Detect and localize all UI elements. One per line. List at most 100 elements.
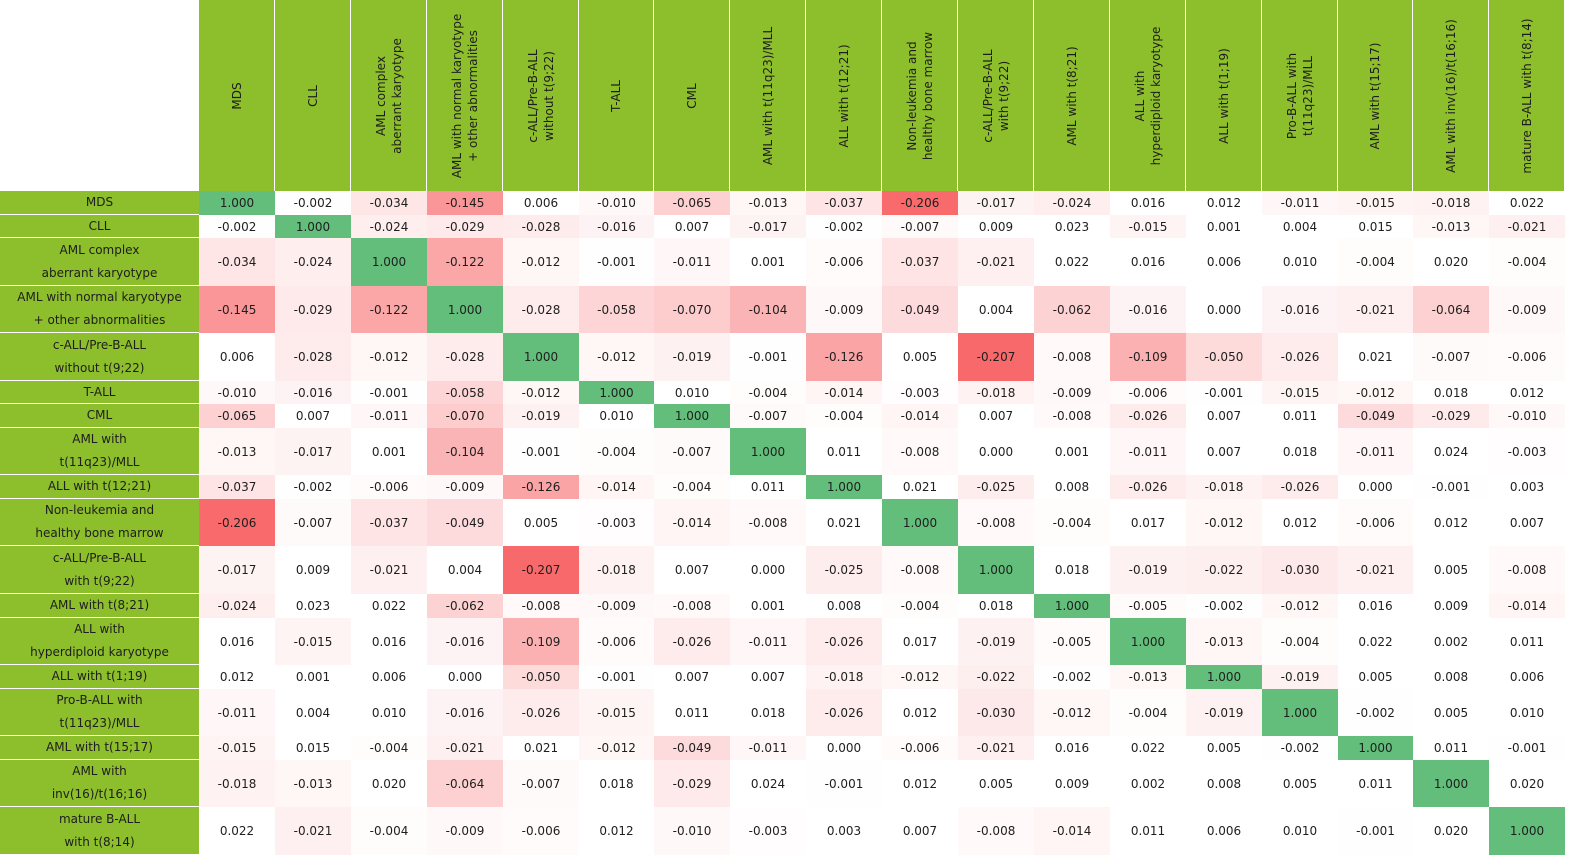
col-label: MDS	[229, 82, 245, 109]
cell-r2-c9: -0.037	[882, 238, 958, 286]
cell-r10-c0: -0.017	[199, 546, 275, 594]
cell-r9-c7: -0.008	[730, 499, 806, 546]
cell-r13-c5: -0.001	[579, 665, 654, 689]
col-label-line: AML with inv(16)/t(16;16)	[1443, 18, 1458, 173]
row-label: CLL	[89, 215, 111, 237]
cell-r15-c14: -0.002	[1262, 736, 1338, 760]
cell-r0-c1: -0.002	[275, 191, 351, 215]
cell-r9-c3: -0.049	[427, 499, 503, 546]
cell-r2-c12: 0.016	[1110, 238, 1186, 286]
row-label: CML	[87, 404, 112, 427]
cell-r11-c10: 0.018	[958, 594, 1034, 618]
row-label-line: Non-leukemia and	[44, 503, 155, 517]
cell-r1-c16: -0.013	[1413, 215, 1489, 238]
row-header-16: AML with inv(16)/t(16;16)	[0, 760, 199, 807]
cell-r3-c13: 0.000	[1186, 286, 1262, 333]
cell-r5-c3: -0.058	[427, 381, 503, 404]
cell-r5-c1: -0.016	[275, 381, 351, 404]
cell-r12-c15: 0.022	[1338, 618, 1413, 665]
row-label-line: AML with	[72, 764, 127, 778]
cell-r9-c12: 0.017	[1110, 499, 1186, 546]
cell-r9-c15: -0.006	[1338, 499, 1413, 546]
cell-r13-c8: -0.018	[806, 665, 882, 689]
cell-r1-c17: -0.021	[1489, 215, 1565, 238]
col-header-4: c-ALL/Pre-B-ALL without t(9;22)	[503, 0, 579, 191]
cell-r6-c16: -0.029	[1413, 404, 1489, 428]
cell-r5-c16: 0.018	[1413, 381, 1489, 404]
cell-r11-c17: -0.014	[1489, 594, 1565, 618]
cell-r13-c12: -0.013	[1110, 665, 1186, 689]
col-label-line: mature B-ALL with t(8;14)	[1519, 17, 1534, 174]
cell-r11-c9: -0.004	[882, 594, 958, 618]
row-label: MDS	[86, 191, 113, 214]
col-label: AML with inv(16)/t(16;16)	[1443, 19, 1459, 173]
cell-r10-c1: 0.009	[275, 546, 351, 594]
col-header-3: AML with normal karyotype + other abnorma…	[427, 0, 503, 191]
cell-r14-c5: -0.015	[579, 689, 654, 736]
cell-r8-c10: -0.025	[958, 475, 1034, 499]
cell-r7-c4: -0.001	[503, 428, 579, 475]
cell-r15-c1: 0.015	[275, 736, 351, 760]
col-label-line: AML complex	[373, 55, 388, 136]
cell-r16-c12: 0.002	[1110, 760, 1186, 807]
cell-r4-c8: -0.126	[806, 333, 882, 381]
col-label-line: c-ALL/Pre-B-ALL	[980, 48, 995, 143]
cell-r15-c0: -0.015	[199, 736, 275, 760]
cell-r1-c10: 0.009	[958, 215, 1034, 238]
cell-r2-c8: -0.006	[806, 238, 882, 286]
cell-r4-c6: -0.019	[654, 333, 730, 381]
cell-r8-c8: 1.000	[806, 475, 882, 499]
cell-r6-c13: 0.007	[1186, 404, 1262, 428]
cell-r0-c12: 0.016	[1110, 191, 1186, 215]
row-label-line: mature B-ALL	[58, 811, 141, 826]
cell-r4-c12: -0.109	[1110, 333, 1186, 381]
cell-r9-c16: 0.012	[1413, 499, 1489, 546]
cell-r3-c8: -0.009	[806, 286, 882, 333]
row-label-line: t(11q23)/MLL	[59, 716, 140, 730]
cell-r15-c11: 0.016	[1034, 736, 1110, 760]
cell-r16-c1: -0.013	[275, 760, 351, 807]
col-label: AML complex aberrant karyotype	[373, 38, 405, 154]
cell-r14-c6: 0.011	[654, 689, 730, 736]
cell-r7-c1: -0.017	[275, 428, 351, 475]
cell-r16-c3: -0.064	[427, 760, 503, 807]
cell-r17-c12: 0.011	[1110, 807, 1186, 855]
cell-r6-c14: 0.011	[1262, 404, 1338, 428]
cell-r8-c7: 0.011	[730, 475, 806, 499]
cell-r12-c6: -0.026	[654, 618, 730, 665]
row-label-line: ALL with t(12;21)	[47, 479, 152, 493]
cell-r16-c11: 0.009	[1034, 760, 1110, 807]
cell-r0-c14: -0.011	[1262, 191, 1338, 215]
cell-r17-c2: -0.004	[351, 807, 427, 855]
cell-r4-c14: -0.026	[1262, 333, 1338, 381]
row-label: Pro-B-ALL with t(11q23)/MLL	[56, 689, 142, 735]
cell-r6-c17: -0.010	[1489, 404, 1565, 428]
cell-r7-c7: 1.000	[730, 428, 806, 475]
cell-r13-c3: 0.000	[427, 665, 503, 689]
cell-r1-c6: 0.007	[654, 215, 730, 238]
cell-r17-c4: -0.006	[503, 807, 579, 855]
cell-r15-c2: -0.004	[351, 736, 427, 760]
cell-r8-c1: -0.002	[275, 475, 351, 499]
cell-r10-c8: -0.025	[806, 546, 882, 594]
cell-r6-c7: -0.007	[730, 404, 806, 428]
cell-r3-c17: -0.009	[1489, 286, 1565, 333]
cell-r12-c10: -0.019	[958, 618, 1034, 665]
cell-r3-c0: -0.145	[199, 286, 275, 333]
cell-r12-c12: 1.000	[1110, 618, 1186, 665]
cell-r17-c13: 0.006	[1186, 807, 1262, 855]
row-label-line: without t(9;22)	[54, 360, 145, 375]
cell-r12-c17: 0.011	[1489, 618, 1565, 665]
row-header-10: c-ALL/Pre-B-ALL with t(9;22)	[0, 546, 199, 594]
row-label: AML with inv(16)/t(16;16)	[52, 760, 147, 806]
col-label-line: with t(9;22)	[996, 60, 1011, 131]
cell-r10-c10: 1.000	[958, 546, 1034, 594]
cell-r1-c13: 0.001	[1186, 215, 1262, 238]
cell-r7-c2: 0.001	[351, 428, 427, 475]
cell-r8-c11: 0.008	[1034, 475, 1110, 499]
col-label: ALL with t(12;21)	[836, 44, 852, 147]
cell-r13-c17: 0.006	[1489, 665, 1565, 689]
cell-r7-c10: 0.000	[958, 428, 1034, 475]
cell-r3-c14: -0.016	[1262, 286, 1338, 333]
cell-r0-c13: 0.012	[1186, 191, 1262, 215]
